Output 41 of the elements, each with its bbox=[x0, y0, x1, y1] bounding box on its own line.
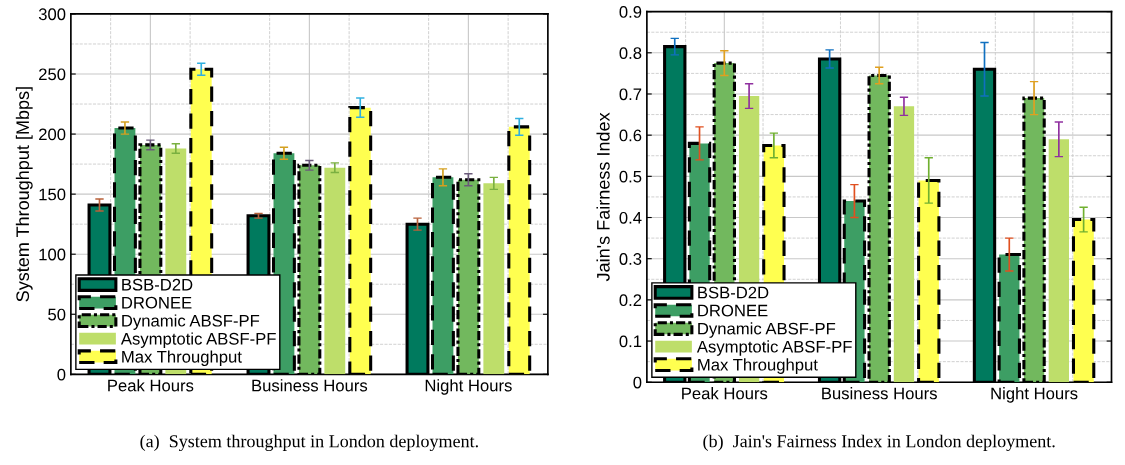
y-axis-title: System Throughput [Mbps] bbox=[15, 87, 33, 302]
legend-label: DRONEE bbox=[122, 296, 192, 309]
bar bbox=[893, 106, 915, 383]
y-tick-label: 0 bbox=[633, 376, 642, 389]
legend-label: Asymptotic ABSF-PF bbox=[120, 332, 276, 348]
y-tick-label: 50 bbox=[48, 308, 66, 321]
x-tick-label: Business Hours bbox=[252, 379, 368, 392]
x-tick-label: Peak Hours bbox=[682, 387, 768, 400]
bar bbox=[324, 167, 346, 375]
bar bbox=[1048, 139, 1069, 383]
legend-label: Dynamic ABSF-PF bbox=[698, 322, 836, 338]
y-tick-label: 200 bbox=[39, 128, 66, 141]
y-tick-label: 0.9 bbox=[619, 6, 642, 18]
x-tick-label: Business Hours bbox=[822, 387, 937, 400]
legend-label: Dynamic ABSF-PF bbox=[122, 314, 260, 330]
legend-label: Asymptotic ABSF-PF bbox=[696, 340, 852, 356]
x-tick-label: Night Hours bbox=[425, 379, 512, 395]
y-tick-label: 300 bbox=[38, 8, 66, 21]
legend-label: Max Throughput bbox=[698, 358, 818, 374]
y-tick-label: 0.2 bbox=[619, 294, 642, 307]
legend-label: Max Throughput bbox=[122, 350, 242, 366]
bar bbox=[483, 183, 505, 375]
legend-label: DRONEE bbox=[698, 304, 768, 317]
x-tick-label: Night Hours bbox=[991, 387, 1078, 403]
y-tick-label: 0.5 bbox=[619, 170, 642, 183]
y-tick-label: 250 bbox=[39, 68, 66, 81]
text: (b) Jain's Fairness Index in London deployment. bbox=[703, 434, 1055, 452]
legend-label: BSB-D2D bbox=[698, 286, 769, 299]
text: (a) System throughput in London deployment. bbox=[140, 434, 478, 452]
y-tick-label: 0.3 bbox=[619, 253, 642, 265]
y-tick-label: 0.8 bbox=[619, 47, 642, 60]
y-tick-label: 150 bbox=[39, 188, 66, 201]
x-tick-label: Peak Hours bbox=[108, 379, 194, 392]
y-tick-label: 0.4 bbox=[619, 211, 642, 224]
y-tick-label: 100 bbox=[39, 248, 66, 261]
y-tick-label: 0.1 bbox=[619, 335, 642, 348]
y-tick-label: 0.7 bbox=[619, 88, 642, 101]
y-axis-title: Jain's Fairness Index bbox=[596, 112, 610, 282]
y-tick-label: 0.6 bbox=[619, 129, 642, 142]
y-tick-label: 0 bbox=[57, 368, 66, 381]
legend-label: BSB-D2D bbox=[122, 278, 193, 291]
